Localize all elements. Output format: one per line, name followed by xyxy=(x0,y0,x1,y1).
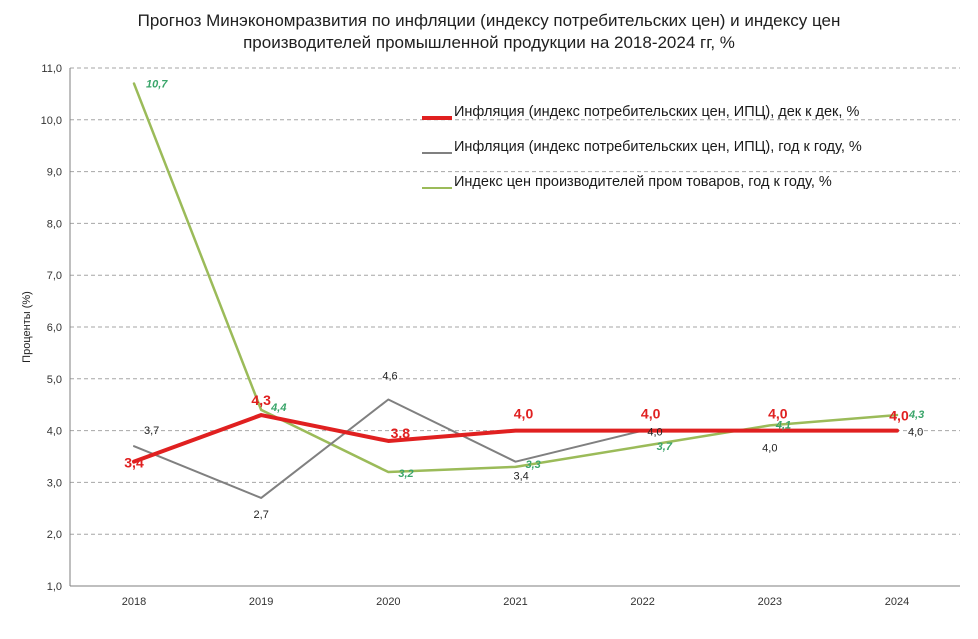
data-label-cpi-dec: 4,0 xyxy=(768,406,788,422)
y-axis-label: Проценты (%) xyxy=(21,291,33,363)
data-label-cpi-yoy: 2,7 xyxy=(254,509,269,521)
data-label-cpi-yoy: 3,7 xyxy=(144,425,159,437)
x-tick-label: 2023 xyxy=(758,596,782,608)
data-label-cpi-yoy: 4,0 xyxy=(908,427,923,439)
x-tick-label: 2020 xyxy=(376,596,400,608)
series-line-ppi xyxy=(132,82,899,474)
data-label-cpi-dec: 4,0 xyxy=(514,406,534,422)
data-label-cpi-yoy: 4,6 xyxy=(382,371,397,383)
legend-swatch-cpi-yoy xyxy=(422,152,452,154)
data-label-cpi-dec: 4,0 xyxy=(889,408,909,424)
legend-swatch-cpi-dec xyxy=(422,116,452,120)
y-tick-label: 2,0 xyxy=(47,529,62,541)
y-tick-label: 6,0 xyxy=(47,322,62,334)
data-label-cpi-dec: 4,0 xyxy=(641,406,661,422)
y-tick-label: 4,0 xyxy=(47,426,62,438)
chart-title: Прогноз Минэкономразвития по инфляции (и… xyxy=(0,10,978,54)
data-label-cpi-yoy: 3,4 xyxy=(514,471,529,483)
y-tick-label: 5,0 xyxy=(47,374,62,386)
data-label-ppi: 3,2 xyxy=(398,468,413,480)
legend-swatch-ppi xyxy=(422,187,452,189)
y-tick-label: 1,0 xyxy=(47,581,62,593)
data-label-ppi: 10,7 xyxy=(146,79,168,91)
data-label-ppi: 3,3 xyxy=(526,459,541,471)
data-label-ppi: 4,3 xyxy=(908,409,924,421)
series-line-cpi_dec xyxy=(132,413,899,464)
x-tick-label: 2018 xyxy=(122,596,146,608)
x-tick-label: 2021 xyxy=(503,596,527,608)
data-label-cpi-dec: 4,3 xyxy=(251,392,271,408)
legend-label-cpi-dec: Инфляция (индекс потребительских цен, ИП… xyxy=(454,104,860,120)
y-tick-label: 11,0 xyxy=(41,63,62,75)
x-tick-label: 2019 xyxy=(249,596,273,608)
y-tick-label: 7,0 xyxy=(47,270,62,282)
x-tick-label: 2022 xyxy=(630,596,654,608)
data-label-cpi-yoy: 4,0 xyxy=(762,443,777,455)
data-label-ppi: 4,1 xyxy=(775,419,791,431)
x-tick-label: 2024 xyxy=(885,596,909,608)
data-label-ppi: 3,7 xyxy=(657,441,673,453)
legend-label-cpi-yoy: Инфляция (индекс потребительских цен, ИП… xyxy=(454,139,862,155)
data-label-cpi-yoy: 4,0 xyxy=(647,427,662,439)
data-label-cpi-dec: 3,4 xyxy=(124,455,144,471)
data-label-ppi: 4,4 xyxy=(270,402,286,414)
chart-title-line-2: производителей промышленной продукции на… xyxy=(243,33,735,52)
y-tick-label: 3,0 xyxy=(47,477,62,489)
chart-title-line-1: Прогноз Минэкономразвития по инфляции (и… xyxy=(137,11,841,30)
y-tick-label: 9,0 xyxy=(47,167,62,179)
y-tick-label: 10,0 xyxy=(41,115,62,127)
y-tick-label: 8,0 xyxy=(47,218,62,230)
legend-label-ppi: Индекс цен производителей пром товаров, … xyxy=(454,174,832,190)
data-label-cpi-dec: 3,8 xyxy=(391,425,411,441)
